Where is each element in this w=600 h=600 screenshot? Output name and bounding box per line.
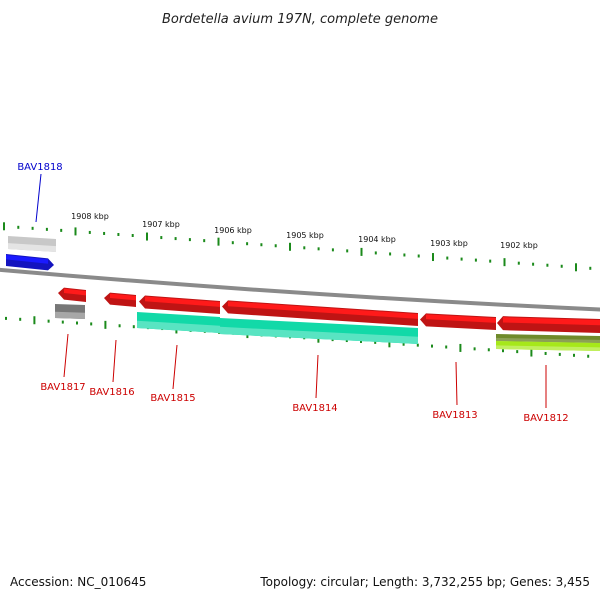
cog-band-bav1812-b [496, 341, 600, 351]
gene-arrow-bav1815 [139, 295, 220, 314]
gene-labels: BAV1818 BAV1817 BAV1816 BAV1815 BAV1814 BAV18… [17, 162, 568, 424]
tick-label: 1906 kbp [214, 226, 252, 235]
gene-arrow-bav1817-highlight [64, 288, 86, 296]
gene-arrow-bav1812-highlight [503, 317, 600, 326]
tick-label: 1907 kbp [142, 220, 180, 229]
cog-band-bav1817-shade [55, 311, 85, 319]
tick-label: 1904 kbp [358, 235, 396, 244]
gene-label-bav1817: BAV1817 [40, 382, 85, 393]
tick-label: 1903 kbp [430, 239, 468, 248]
accession-text: Accession: NC_010645 [10, 575, 146, 589]
label-leaders [35, 173, 547, 408]
genome-backbone [0, 267, 600, 312]
gene-label-bav1816: BAV1816 [89, 387, 134, 398]
gene-arrow-bav1814 [222, 300, 418, 326]
tick-label: 1902 kbp [500, 241, 538, 250]
leader-line-bav1813 [455, 361, 458, 406]
leader-line-bav1814 [315, 354, 319, 399]
tick-labels: 1908 kbp 1907 kbp 1906 kbp 1905 kbp 1904 kbp… [71, 212, 538, 250]
gene-arrow-bav1812 [497, 316, 600, 333]
map-title: Bordetella avium 197N, complete genome [162, 12, 438, 27]
tick-label: 1905 kbp [286, 231, 324, 240]
gene-arrow-bav1813-highlight [426, 314, 496, 323]
gene-arrow-bav1818 [6, 254, 54, 271]
cog-band-bav1815-shade [137, 320, 220, 333]
gene-arrow-bav1818-highlight [6, 255, 48, 264]
gene-arrow-bav1814-highlight [228, 301, 418, 319]
gene-arrow-bav1817 [58, 287, 86, 302]
gene-arrow-bav1816-highlight [110, 293, 136, 301]
gene-label-bav1818: BAV1818 [17, 162, 62, 173]
leader-line-bav1815 [172, 344, 178, 390]
cog-band-bav1817 [55, 304, 85, 319]
cog-band-bav1812-a [496, 334, 600, 343]
cog-band-bav1814-shade [220, 326, 418, 344]
gene-arrow-bav1815-highlight [145, 296, 220, 307]
leader-line-bav1816 [112, 339, 117, 383]
leader-line-bav1818 [35, 173, 42, 223]
gene-label-bav1815: BAV1815 [150, 393, 195, 404]
gene-arrow-bav1813 [420, 313, 496, 330]
cog-band-bav1814 [220, 318, 418, 344]
topology-text: Topology: circular; Length: 3,732,255 bp… [259, 575, 590, 589]
gene-label-bav1814: BAV1814 [292, 403, 337, 414]
cog-band-bav1815 [137, 312, 220, 333]
cog-band-bav1812-a-shade [496, 337, 600, 343]
cog-band-bav1812-b-shade [496, 345, 600, 351]
gene-arrow-bav1816 [104, 292, 136, 307]
gene-label-bav1812: BAV1812 [523, 413, 568, 424]
leader-line-bav1817 [63, 333, 69, 378]
outer-tick-track [3, 222, 592, 272]
cog-band-bav1818-shade [8, 243, 56, 252]
gene-label-bav1813: BAV1813 [432, 410, 477, 421]
cog-band-bav1818 [8, 236, 56, 252]
gene-features [6, 236, 600, 351]
tick-label: 1908 kbp [71, 212, 109, 221]
